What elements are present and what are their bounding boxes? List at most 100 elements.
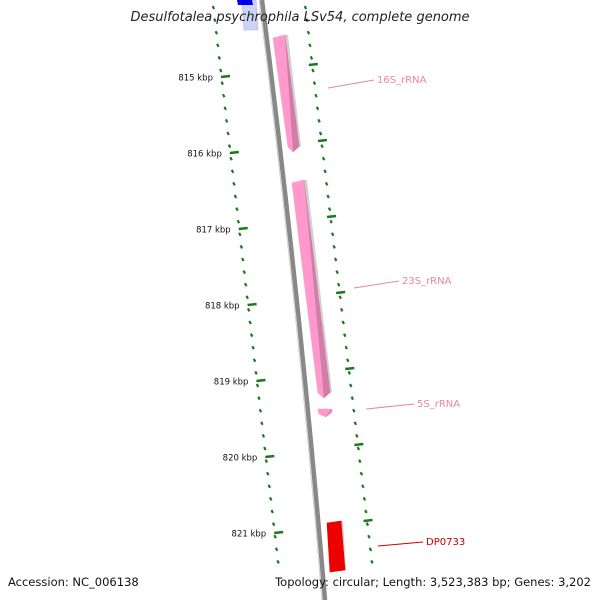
feature-arrow	[272, 34, 300, 153]
feature-label: DP0733	[426, 537, 465, 548]
inner-tick	[235, 207, 239, 212]
outer-tick	[353, 421, 358, 426]
outer-tick	[368, 547, 373, 552]
outer-tick	[359, 471, 364, 476]
inner-tick	[274, 547, 279, 552]
kbp-label: 821 kbp	[232, 530, 267, 540]
callout-line	[365, 403, 415, 410]
feature-arrow-shade	[304, 180, 332, 398]
callout-line	[377, 541, 424, 547]
outer-major-tick	[308, 62, 318, 67]
inner-tick	[255, 383, 260, 388]
inner-tick	[258, 408, 263, 413]
outer-tick	[352, 408, 356, 413]
outer-tick	[370, 559, 374, 564]
inner-tick	[249, 333, 254, 338]
inner-tick	[273, 534, 277, 539]
outer-tick	[367, 534, 371, 539]
outer-tick	[333, 257, 338, 262]
kbp-label: 818 kbp	[205, 302, 240, 312]
outer-tick	[343, 333, 347, 338]
feature-label: 23S_rRNA	[402, 276, 452, 287]
outer-tick	[314, 93, 318, 98]
inner-tick	[232, 181, 236, 186]
inner-tick	[217, 55, 221, 60]
feature-arrow	[326, 520, 346, 573]
inner-minor-tick-track	[211, 5, 280, 564]
outer-tick	[320, 144, 324, 149]
inner-tick	[226, 131, 230, 136]
outer-tick	[340, 307, 344, 312]
outer-tick	[312, 81, 317, 86]
major-tick	[229, 150, 239, 155]
backbone-highlight	[258, 0, 323, 600]
outer-tick	[330, 232, 335, 237]
feature-arrow	[291, 179, 331, 399]
outer-major-tick	[354, 442, 364, 447]
outer-major-tick	[326, 214, 337, 219]
inner-tick	[266, 471, 270, 476]
kbp-label: 815 kbp	[178, 74, 213, 84]
inner-tick	[236, 219, 241, 224]
major-tick	[256, 378, 266, 383]
outer-tick	[324, 181, 329, 186]
inner-tick	[270, 509, 274, 514]
callout-line	[327, 79, 375, 89]
inner-tick	[264, 459, 269, 464]
top-feature-shadow	[241, 0, 259, 31]
inner-tick	[244, 282, 248, 287]
inner-tick	[223, 106, 227, 111]
inner-tick	[211, 5, 216, 10]
outer-tick	[344, 345, 348, 350]
inner-tick	[251, 345, 255, 350]
outer-tick	[356, 446, 361, 451]
accession-text: Accession: NC_006138	[8, 575, 139, 589]
kbp-label: 819 kbp	[214, 378, 249, 388]
outer-major-tick	[345, 366, 355, 371]
inner-tick	[269, 496, 273, 501]
feature-arrow	[317, 408, 333, 418]
inner-tick	[241, 257, 245, 262]
genome-backbone	[258, 0, 328, 600]
outer-tick	[327, 207, 332, 212]
top-feature	[237, 0, 253, 5]
inner-tick	[254, 370, 258, 375]
outer-major-tick	[317, 138, 328, 143]
outer-tick	[361, 484, 365, 489]
outer-tick	[336, 282, 341, 287]
inner-tick	[227, 144, 232, 149]
inner-tick	[220, 81, 224, 86]
kbp-label: 816 kbp	[187, 150, 222, 160]
outer-tick	[321, 156, 326, 161]
kbp-label: 817 kbp	[196, 226, 231, 236]
major-tick	[238, 226, 248, 231]
inner-tick	[233, 194, 238, 199]
outer-tick	[309, 55, 314, 60]
feature-arrow-shade	[341, 521, 346, 570]
inner-tick	[219, 68, 223, 73]
feature-callouts: 16S_rRNA 23S_rRNA 5S_rRNA DP0733	[327, 75, 465, 548]
major-tick	[247, 302, 257, 307]
outer-tick	[329, 219, 333, 224]
inner-tick	[246, 307, 251, 312]
outer-tick	[318, 131, 323, 136]
outer-tick	[332, 244, 336, 249]
inner-tick	[242, 270, 246, 275]
outer-tick	[350, 396, 354, 401]
outer-tick	[347, 370, 351, 375]
kbp-label: 820 kbp	[223, 454, 258, 464]
outer-tick	[338, 295, 342, 300]
inner-tick	[216, 43, 220, 48]
major-tick	[265, 454, 275, 459]
outer-tick	[326, 194, 330, 199]
inner-tick	[267, 484, 271, 489]
outer-major-tick	[363, 518, 373, 523]
outer-tick	[308, 43, 312, 48]
outer-tick	[346, 358, 350, 363]
inner-tick	[214, 30, 219, 35]
outer-tick	[311, 68, 315, 73]
inner-tick	[271, 522, 276, 527]
feature-label: 5S_rRNA	[417, 399, 460, 410]
outer-major-tick	[336, 290, 346, 295]
